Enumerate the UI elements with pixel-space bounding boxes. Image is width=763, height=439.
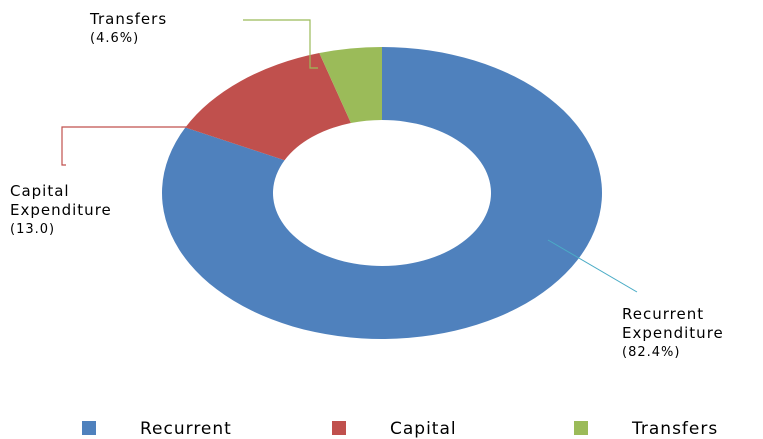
data-label-name: Recurrent Expenditure [622, 305, 724, 342]
donut-slice [319, 47, 382, 124]
data-label-value: (82.4%) [622, 345, 681, 360]
legend-label: Capital [390, 419, 457, 439]
data-label: Capital Expenditure (13.0) [10, 182, 112, 239]
data-label-name: Capital Expenditure [10, 182, 112, 219]
data-label-name: Transfers [90, 10, 168, 28]
data-label-value: (13.0) [10, 222, 56, 237]
leader-line [243, 19, 318, 69]
data-label-value: (4.6%) [90, 31, 140, 46]
legend-label: Recurrent [140, 419, 232, 439]
donut-slice [161, 47, 603, 339]
leader-line [61, 126, 188, 166]
donut-slice [185, 53, 351, 161]
leader-line [547, 239, 638, 293]
data-label: Recurrent Expenditure (82.4%) [622, 305, 762, 362]
data-label: Transfers (4.6%) [90, 10, 230, 48]
legend-swatch [82, 421, 96, 435]
legend-swatch [332, 421, 346, 435]
legend-label: Transfers [631, 419, 718, 439]
legend-swatch [574, 421, 588, 435]
